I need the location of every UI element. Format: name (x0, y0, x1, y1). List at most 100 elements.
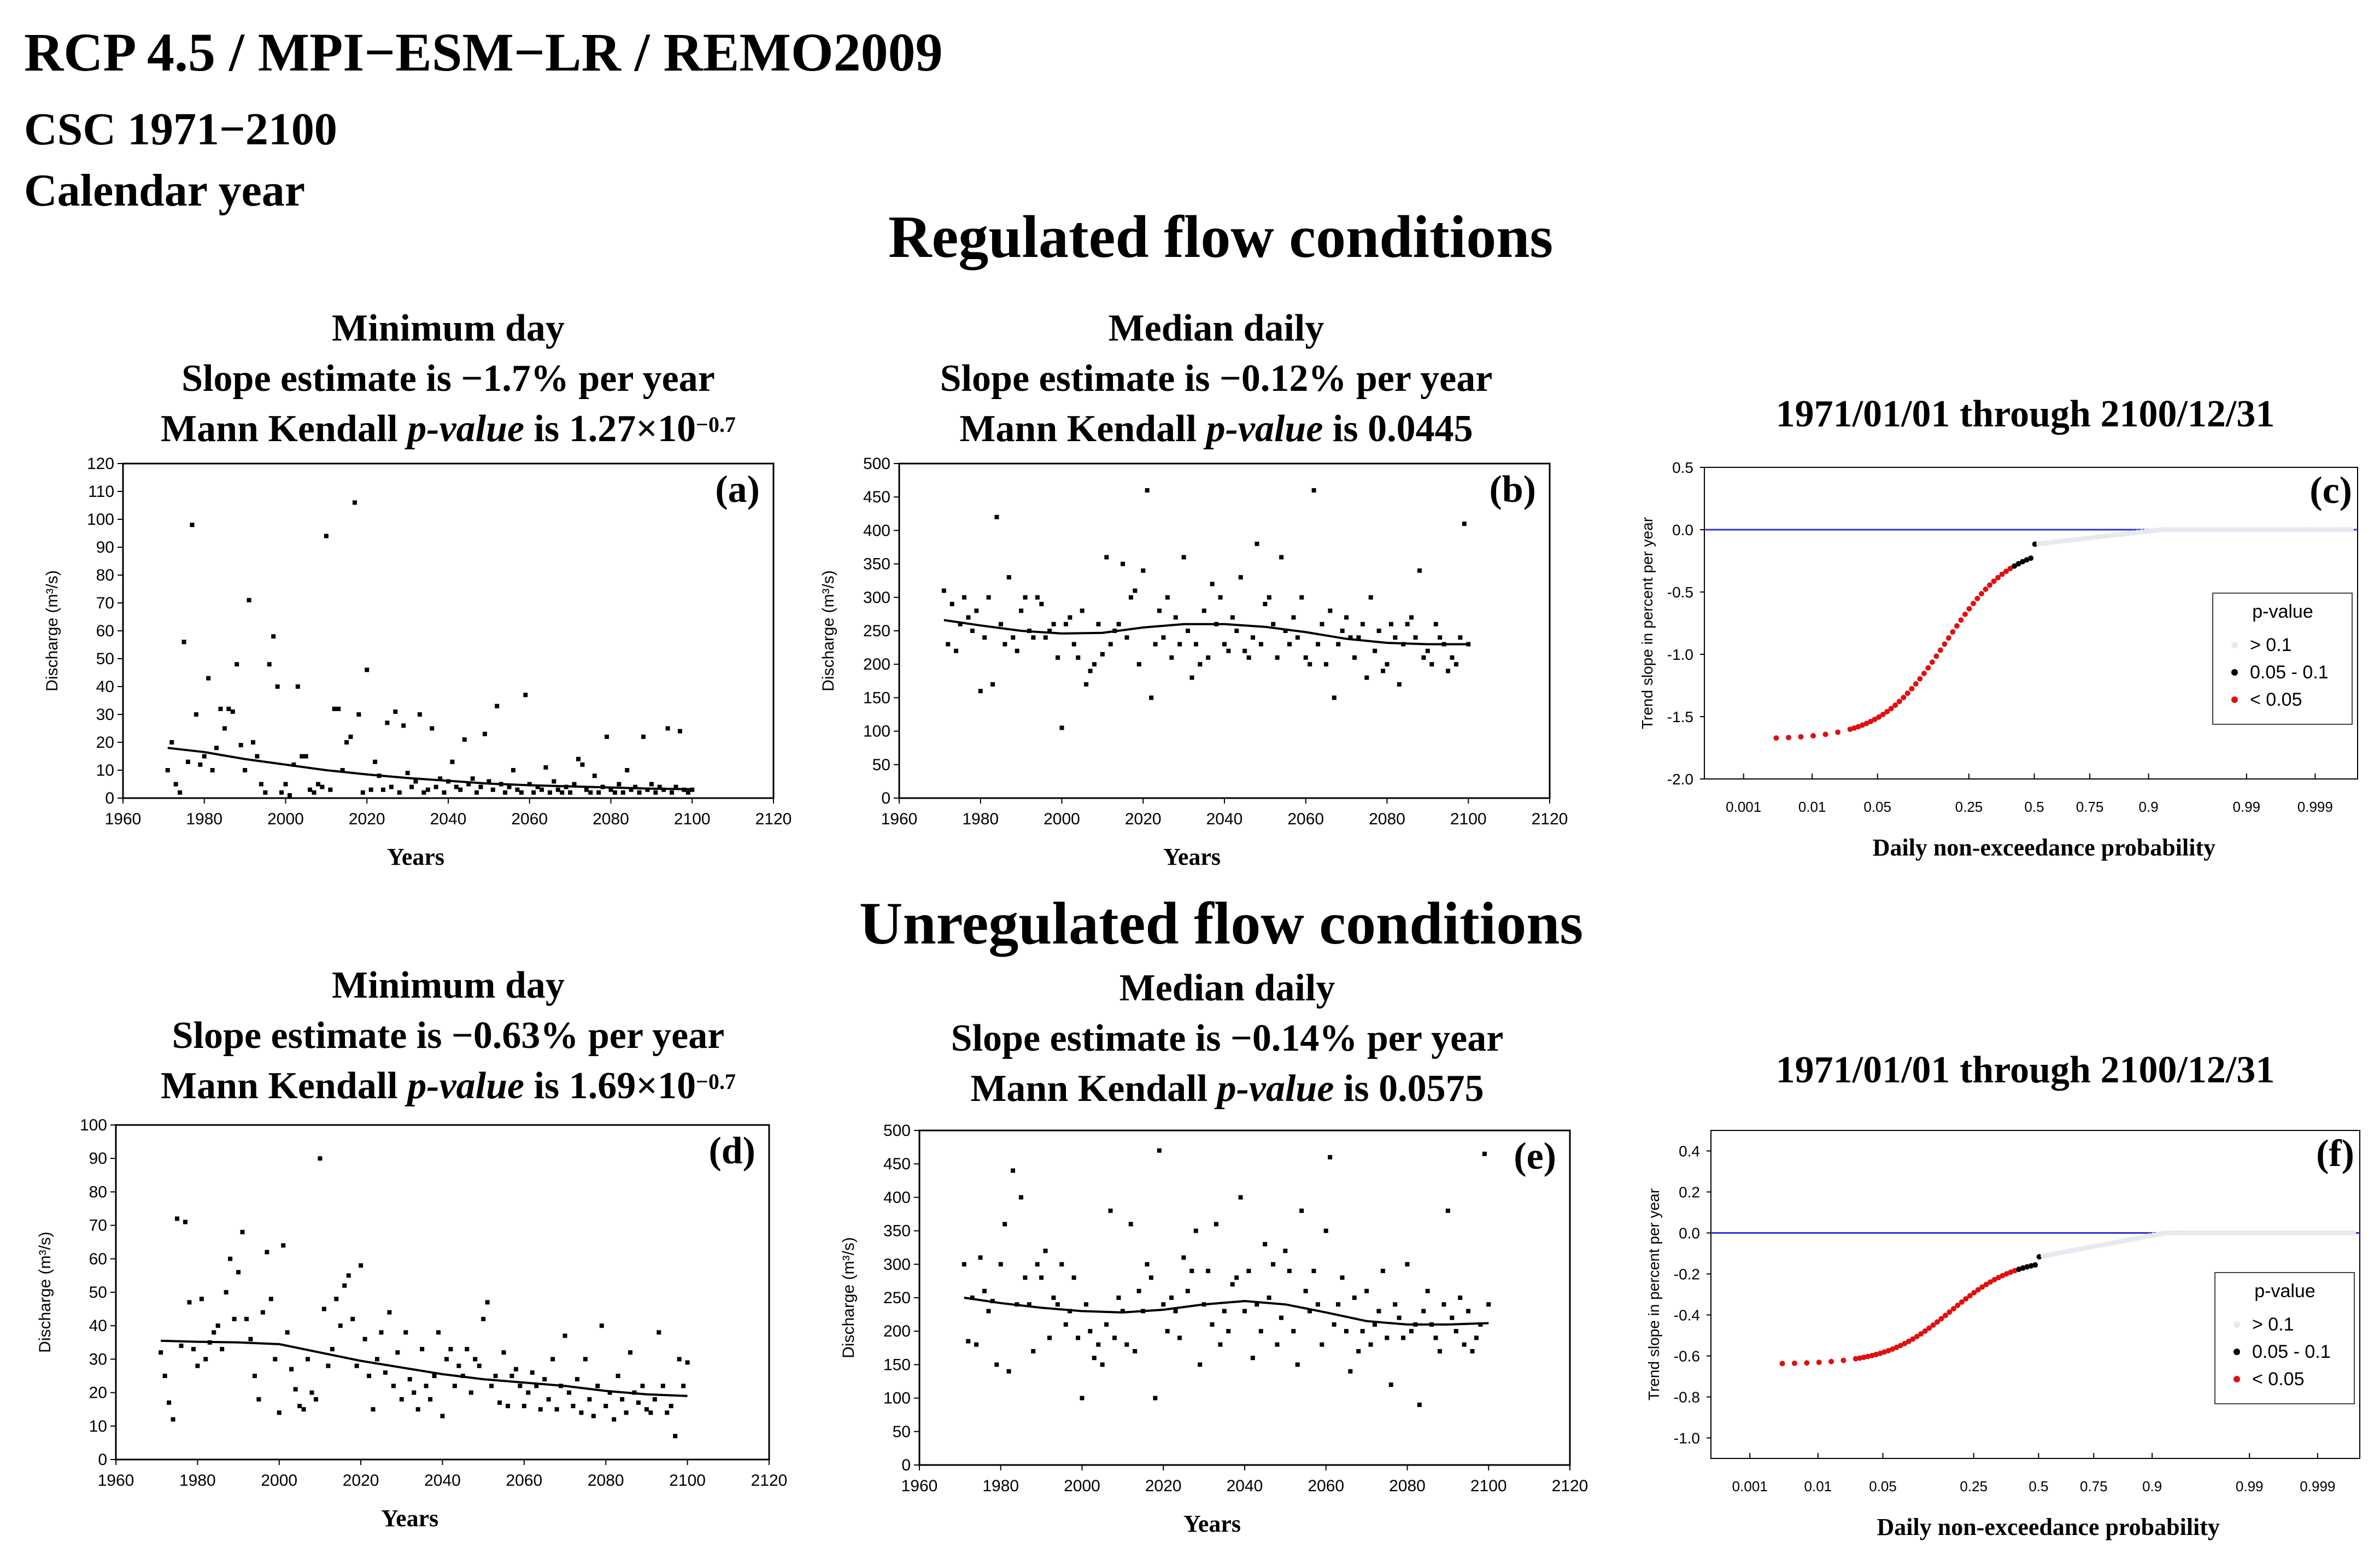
data-point (649, 782, 654, 787)
data-point (596, 790, 601, 795)
data-point (1295, 635, 1300, 640)
probability-point (1876, 714, 1882, 720)
chart-b-group (894, 462, 1551, 804)
data-point (1128, 1222, 1133, 1227)
data-point (673, 1434, 678, 1439)
trend-line (167, 747, 693, 790)
data-point (1161, 1302, 1166, 1307)
chart-b-xtick-label: 1960 (881, 810, 918, 828)
section-unregulated: Unregulated flow conditions (859, 890, 1584, 957)
data-point (1019, 608, 1024, 613)
data-point (1003, 1222, 1007, 1227)
data-point (1043, 635, 1048, 640)
data-point (186, 759, 190, 764)
chart-f-xtick-label: 0.99 (2236, 1478, 2264, 1495)
data-point (1308, 1309, 1312, 1314)
caption-e: Median daily Slope estimate is −0.14% pe… (951, 963, 1504, 1114)
data-point (387, 1310, 392, 1315)
chart-a-xtick-label: 2080 (593, 810, 629, 828)
probability-point (2229, 527, 2235, 532)
chart-b-xlabel: Years (1163, 843, 1221, 870)
data-point (970, 629, 975, 633)
chart-f-xtick-label: 0.9 (2142, 1478, 2162, 1495)
data-point (1124, 635, 1129, 640)
chart-e-ytick-label: 400 (883, 1188, 911, 1206)
data-point (592, 773, 597, 778)
data-point (1303, 1288, 1308, 1293)
data-point (1047, 629, 1052, 633)
probability-point (1860, 722, 1866, 728)
subtitle-period: CSC 1971−2100 (24, 104, 337, 155)
data-point (171, 1417, 175, 1422)
probability-point (2073, 536, 2079, 542)
probability-point (2151, 528, 2157, 534)
probability-point (1892, 702, 1898, 708)
data-point (1071, 1275, 1076, 1280)
data-point (260, 1310, 265, 1315)
probability-point (2069, 1247, 2075, 1253)
data-point (506, 1404, 510, 1409)
data-point (1068, 615, 1072, 620)
probability-point (1779, 1361, 1785, 1367)
probability-point (1945, 635, 1951, 641)
data-point (1100, 1362, 1105, 1367)
probability-point (2184, 527, 2190, 532)
data-point (1023, 1275, 1028, 1280)
data-point (1462, 1342, 1467, 1347)
data-point (454, 784, 459, 789)
caption-a-line2: Slope estimate is −1.7% per year (181, 358, 715, 400)
data-point (466, 782, 471, 787)
data-point (1063, 1322, 1068, 1327)
probability-point (2028, 1263, 2034, 1269)
data-point (1320, 622, 1324, 626)
chart-a-ytick-label: 0 (105, 789, 114, 807)
data-point (1283, 629, 1288, 633)
legend-entry: < 0.05 (2252, 1369, 2304, 1390)
chart-a-xtick-label: 2060 (511, 810, 548, 828)
probability-point (2334, 1230, 2340, 1236)
chart-e-ytick-label: 200 (883, 1322, 911, 1340)
chart-c-xtick-label: 0.99 (2233, 799, 2261, 815)
probability-point (2007, 566, 2013, 572)
data-point (1433, 622, 1438, 626)
chart-d-ytick-label: 70 (89, 1217, 107, 1235)
chart-f-xtick-label: 0.75 (2080, 1478, 2108, 1495)
data-point (1441, 1302, 1446, 1307)
probability-point (1857, 1355, 1863, 1361)
data-point (407, 1377, 412, 1382)
section-regulated: Regulated flow conditions (888, 203, 1554, 270)
probability-point (2176, 527, 2182, 532)
probability-point (1926, 1325, 1932, 1331)
chart-b-ytick-label: 150 (863, 689, 890, 707)
probability-point (2248, 1230, 2254, 1236)
probability-point (2126, 1237, 2132, 1243)
data-point (986, 1309, 991, 1314)
probability-point (2232, 1230, 2238, 1236)
chart-e-ytick-label: 500 (883, 1122, 911, 1140)
probability-point (2056, 538, 2062, 544)
data-point (306, 1357, 310, 1362)
data-point (334, 1297, 339, 1302)
data-point (681, 1384, 686, 1388)
data-point (1401, 1335, 1406, 1340)
chart-f-ytick-label: -0.2 (1674, 1266, 1700, 1283)
data-point (1193, 642, 1198, 647)
data-point (252, 1374, 257, 1378)
data-point (1417, 568, 1422, 573)
data-point (202, 754, 207, 759)
data-point (293, 1387, 298, 1392)
data-point (240, 1229, 245, 1234)
data-point (425, 787, 430, 792)
data-point (1104, 1322, 1109, 1327)
probability-point (1773, 735, 1779, 741)
data-point (941, 588, 946, 593)
data-point (1031, 635, 1036, 640)
probability-point (2154, 1232, 2160, 1238)
data-point (1352, 1296, 1357, 1300)
panel-label-c: (c) (2309, 470, 2352, 512)
data-point (1255, 1302, 1259, 1307)
data-point (1450, 655, 1455, 660)
data-point (670, 790, 675, 795)
chart-b-ytick-label: 500 (863, 455, 890, 473)
data-point (1083, 1302, 1088, 1307)
